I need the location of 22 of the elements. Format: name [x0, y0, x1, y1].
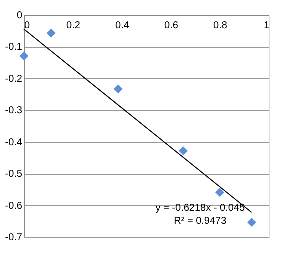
point — [19, 51, 29, 62]
x-tick-label: 0 — [24, 20, 30, 32]
y-tick-label: -0.4 — [5, 137, 23, 148]
point — [215, 188, 225, 198]
point — [114, 84, 124, 94]
y-tick-label: -0.2 — [5, 74, 23, 85]
x-tick-label: 0.6 — [164, 20, 179, 32]
annotation: y = -0.6218x - 0.045 — [156, 203, 246, 214]
point — [178, 146, 188, 156]
x-tick-label: 0.8 — [214, 20, 228, 32]
point — [46, 28, 56, 38]
point — [246, 217, 257, 228]
y-tick-label: -0.1 — [5, 42, 23, 54]
y-tick-label: -0.7 — [5, 232, 23, 244]
x-tick-label: 1 — [264, 20, 270, 32]
y-tick-label: -0.6 — [5, 200, 23, 212]
x-tick-label: 0.2 — [66, 20, 81, 32]
y-tick-label: -0.5 — [5, 169, 23, 180]
y-tick-label: 0 — [16, 10, 23, 22]
x-tick-label: 0.4 — [116, 20, 130, 32]
y-tick-label: -0.3 — [5, 106, 23, 117]
annotation: R² = 0.9473 — [174, 216, 228, 228]
